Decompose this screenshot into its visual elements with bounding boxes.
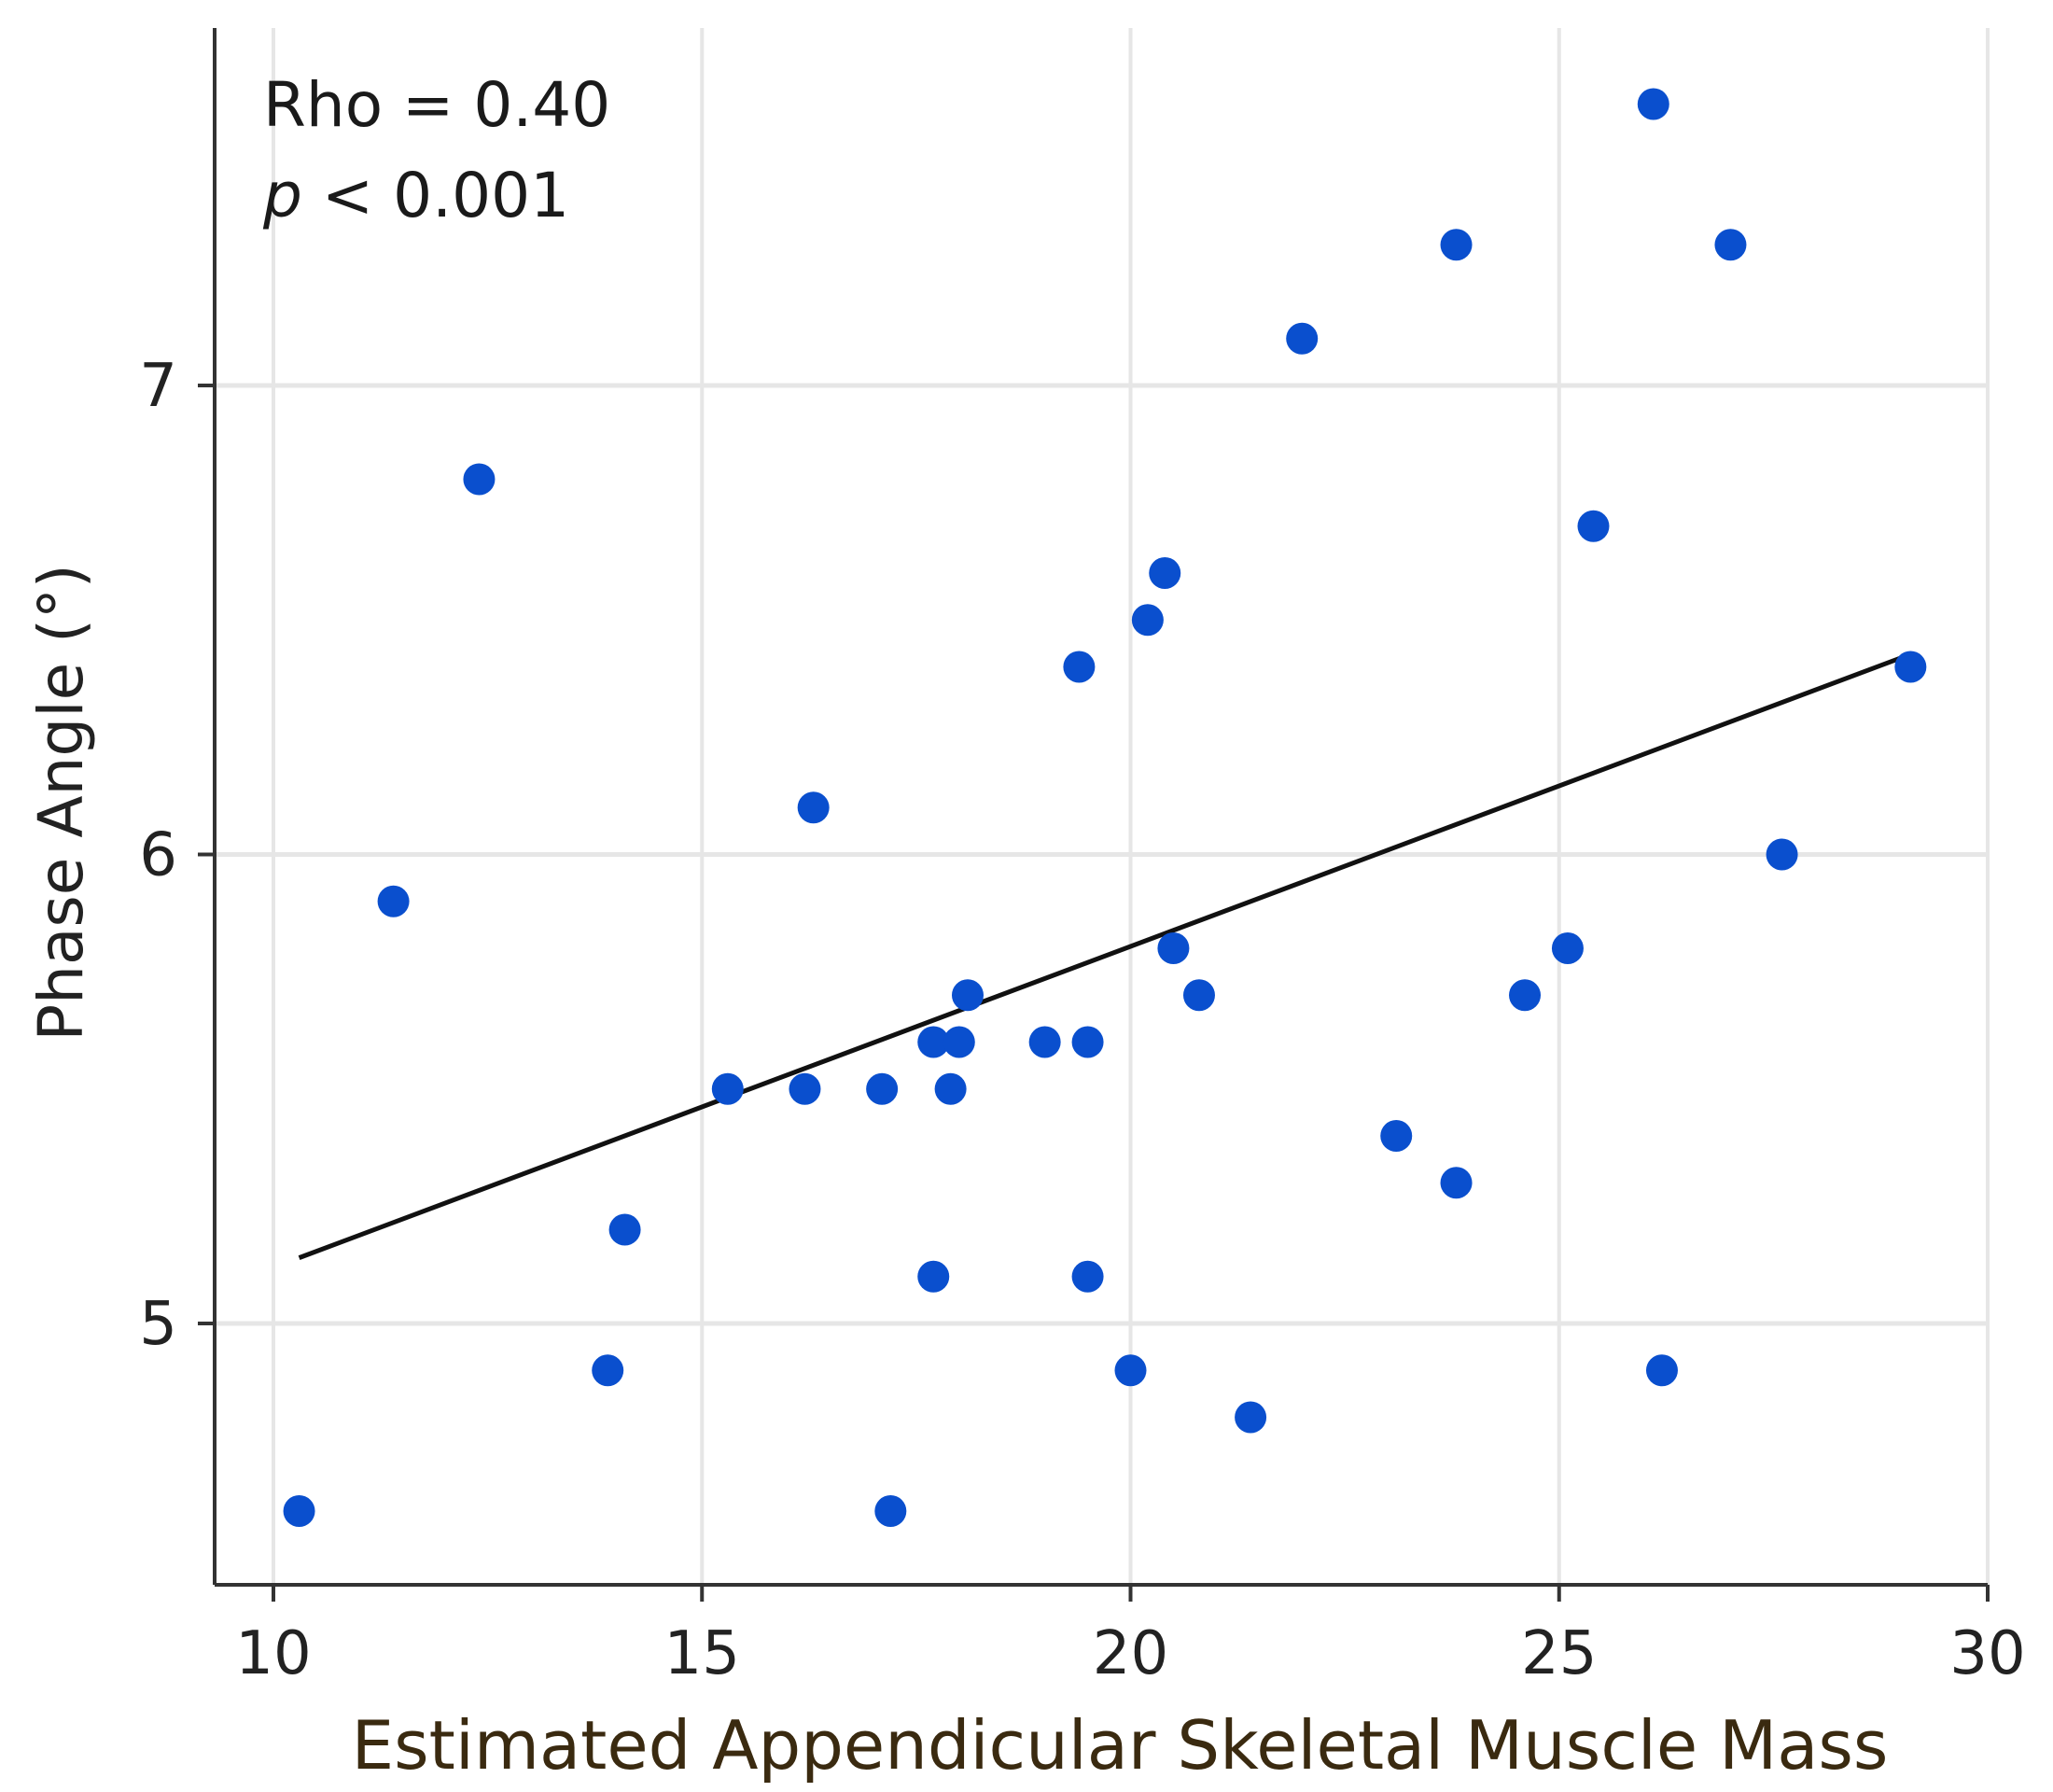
data-point	[608, 1213, 641, 1246]
data-point	[1286, 322, 1319, 355]
data-point	[874, 1495, 907, 1527]
x-tick-label: 10	[235, 1619, 311, 1688]
data-point	[1114, 1354, 1147, 1387]
data-points	[283, 88, 1927, 1527]
fit-line-group	[298, 655, 1904, 1260]
ticks: 10 15 20 25 30 5 6 7	[139, 352, 2025, 1688]
data-point	[1440, 229, 1473, 261]
data-point	[592, 1354, 624, 1387]
y-tick-label: 6	[139, 821, 177, 890]
data-point	[283, 1495, 315, 1527]
data-point	[711, 1072, 744, 1105]
data-point	[943, 1026, 975, 1058]
data-point	[917, 1026, 950, 1058]
data-point	[1440, 1167, 1473, 1199]
p-symbol: p	[262, 160, 302, 231]
y-axis-title: Phase Angle (°)	[25, 564, 97, 1041]
x-axis-title: Estimated Appendicular Skeletal Muscle M…	[352, 1706, 1889, 1785]
data-point	[1235, 1401, 1267, 1434]
data-point	[866, 1072, 899, 1105]
data-point	[1380, 1120, 1413, 1152]
data-point	[1149, 557, 1181, 589]
x-tick-label: 20	[1093, 1619, 1168, 1688]
data-point	[797, 791, 830, 824]
data-point	[1577, 510, 1610, 542]
y-tick-label: 5	[139, 1290, 177, 1359]
data-point	[951, 979, 984, 1012]
data-point	[1714, 229, 1747, 261]
data-point	[377, 885, 410, 917]
p-value-text: < 0.001	[302, 160, 569, 231]
data-point	[1071, 1260, 1104, 1293]
data-point	[1645, 1354, 1678, 1387]
data-point	[1551, 932, 1584, 964]
data-point	[1071, 1026, 1104, 1058]
fit-line	[298, 655, 1904, 1260]
grid	[215, 28, 1990, 1585]
data-point	[1131, 604, 1164, 637]
data-point	[1063, 651, 1096, 683]
data-point	[1509, 979, 1542, 1012]
p-value-annotation: p < 0.001	[262, 160, 569, 231]
x-tick-label: 30	[1949, 1619, 2025, 1688]
x-tick-label: 15	[664, 1619, 740, 1688]
data-point	[1637, 88, 1669, 120]
data-point	[1182, 979, 1215, 1012]
data-point	[463, 463, 496, 496]
data-point	[1894, 651, 1927, 683]
data-point	[1028, 1026, 1061, 1058]
data-point	[917, 1260, 950, 1293]
axes	[213, 28, 1988, 1587]
data-point	[1766, 838, 1798, 871]
data-point	[934, 1072, 967, 1105]
data-point	[1157, 932, 1190, 964]
x-tick-label: 25	[1521, 1619, 1597, 1688]
data-point	[789, 1072, 821, 1105]
y-tick-label: 7	[139, 352, 177, 421]
rho-annotation: Rho = 0.40	[263, 69, 610, 141]
